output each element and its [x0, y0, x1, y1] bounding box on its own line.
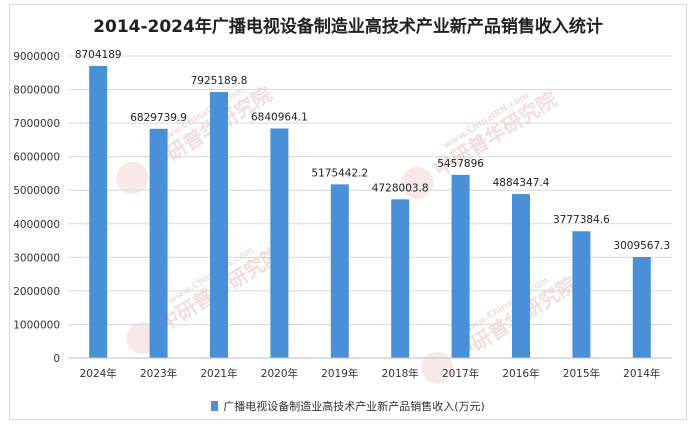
data-label: 6829739.9 — [130, 112, 187, 124]
y-axis: 0 1000000 2000000 3000000 4000000 5000000 6000… — [13, 51, 60, 365]
x-tick-label: 2014年 — [623, 367, 660, 380]
y-tick-label: 6000000 — [13, 152, 60, 164]
data-label: 7925189.8 — [191, 75, 248, 87]
data-label: 6840964.1 — [251, 111, 308, 123]
y-tick-label: 7000000 — [13, 118, 60, 130]
data-label: 5175442.2 — [311, 167, 368, 179]
bar — [149, 128, 168, 358]
data-labels: 8704189 6829739.9 7925189.8 6840964.1 517544… — [75, 49, 670, 252]
bar — [330, 184, 349, 358]
bar — [210, 92, 228, 358]
bar — [451, 174, 470, 358]
data-label: 3009567.3 — [613, 240, 670, 252]
y-tick-label: 8000000 — [13, 85, 60, 97]
legend-label: 广播电视设备制造业高技术产业新产品销售收入(万元) — [223, 400, 485, 413]
y-tick-label: 1000000 — [13, 319, 60, 331]
bar — [512, 194, 530, 358]
data-label: 3777384.6 — [553, 214, 610, 226]
x-tick-label: 2021年 — [200, 367, 237, 380]
y-tick-label: 0 — [53, 353, 60, 365]
bar — [391, 199, 410, 358]
bar — [89, 65, 108, 359]
x-tick-label: 2019年 — [321, 367, 358, 380]
data-label: 4728003.8 — [372, 182, 429, 194]
x-tick-label: 2015年 — [563, 367, 600, 380]
data-label: 8704189 — [75, 49, 122, 61]
x-tick-label: 2017年 — [442, 367, 479, 380]
data-label: 4884347.4 — [493, 177, 550, 189]
x-tick-label: 2016年 — [502, 367, 539, 380]
x-tick-label: 2023年 — [140, 367, 177, 380]
y-tick-label: 5000000 — [13, 185, 60, 197]
grid-lines — [68, 55, 672, 359]
legend: 广播电视设备制造业高技术产业新产品销售收入(万元) — [0, 398, 696, 414]
bars — [89, 65, 651, 359]
chart-title: 2014-2024年广播电视设备制造业高技术产业新产品销售收入统计 — [93, 17, 603, 37]
y-tick-label: 9000000 — [13, 51, 60, 63]
y-tick-label: 3000000 — [13, 252, 60, 264]
y-tick-label: 4000000 — [13, 219, 60, 231]
bar — [572, 231, 591, 358]
x-axis: 2024年 2023年 2021年 2020年 2019年 2018年 2017年 2016年… — [68, 357, 672, 380]
bar — [270, 128, 289, 358]
x-tick-label: 2020年 — [261, 367, 298, 380]
data-label: 5457896 — [437, 158, 484, 170]
x-tick-label: 2024年 — [80, 367, 117, 380]
x-tick-label: 2018年 — [382, 367, 419, 380]
legend-swatch — [211, 401, 219, 411]
y-tick-label: 2000000 — [13, 286, 60, 298]
bar — [632, 257, 651, 358]
